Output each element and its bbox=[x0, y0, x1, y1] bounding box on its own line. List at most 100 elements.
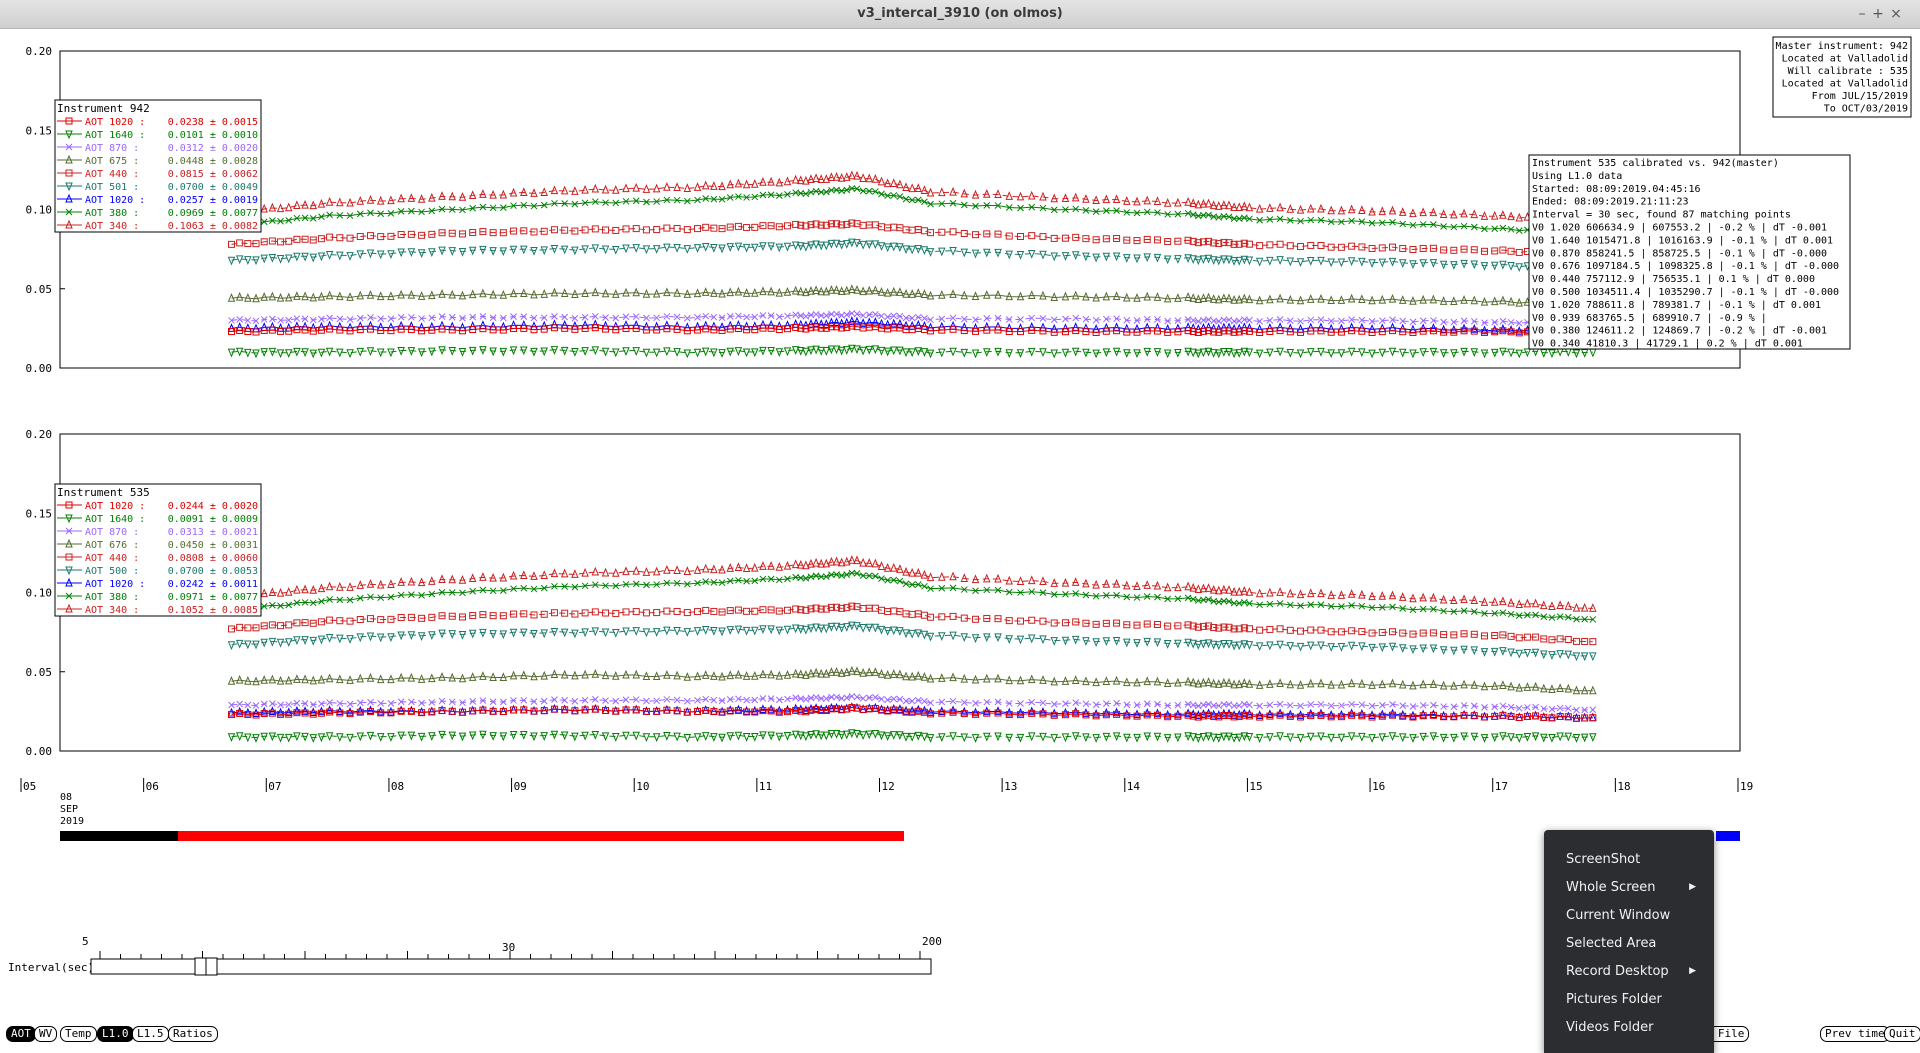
data-point bbox=[356, 594, 364, 602]
data-point bbox=[1337, 205, 1346, 215]
data-point bbox=[591, 705, 599, 713]
menu-item-record-desktop[interactable]: Record Desktop bbox=[1566, 964, 1669, 979]
data-point bbox=[960, 348, 969, 358]
data-point bbox=[530, 347, 538, 357]
maximize-icon[interactable]: + bbox=[1872, 6, 1884, 22]
data-point bbox=[448, 347, 457, 356]
data-point bbox=[718, 244, 726, 254]
date-month: SEP bbox=[60, 804, 78, 815]
data-point bbox=[865, 317, 873, 327]
data-point bbox=[960, 699, 968, 706]
data-point bbox=[1460, 222, 1468, 230]
menu-item-whole-screen[interactable]: Whole Screen bbox=[1566, 880, 1656, 895]
data-point bbox=[663, 696, 671, 703]
data-point bbox=[530, 671, 538, 681]
data-point bbox=[301, 700, 309, 707]
data-point bbox=[673, 243, 681, 253]
data-point bbox=[1133, 328, 1141, 336]
data-point bbox=[827, 323, 835, 331]
series-line bbox=[231, 605, 1593, 643]
data-point bbox=[848, 238, 856, 248]
data-point bbox=[802, 560, 810, 570]
data-point bbox=[994, 673, 1002, 683]
data-point bbox=[865, 730, 873, 740]
data-point bbox=[802, 606, 810, 614]
data-point bbox=[1153, 620, 1161, 628]
data-point bbox=[551, 696, 558, 703]
quit-button[interactable]: Quit bbox=[1884, 1026, 1920, 1042]
data-point bbox=[1572, 602, 1581, 612]
data-point bbox=[642, 733, 651, 743]
ratios-button[interactable]: Ratios bbox=[168, 1026, 218, 1042]
legend-value: 0.0242 ± 0.0011 bbox=[168, 579, 258, 590]
data-point bbox=[1409, 349, 1417, 359]
data-point bbox=[1450, 631, 1458, 639]
aot-button[interactable]: AOT bbox=[6, 1026, 36, 1042]
menu-item-videos-folder[interactable]: Videos Folder bbox=[1566, 1020, 1654, 1035]
master-info-line: From JUL/15/2019 bbox=[1812, 91, 1908, 102]
time-tick-label: 06 bbox=[146, 780, 159, 793]
data-point bbox=[859, 286, 867, 296]
data-point bbox=[865, 667, 873, 677]
data-point bbox=[489, 672, 497, 681]
window-titlebar[interactable]: v3_intercal_3910 (on olmos) – + × bbox=[0, 0, 1920, 29]
prev-time-button[interactable]: Prev time bbox=[1820, 1026, 1890, 1042]
data-point bbox=[325, 581, 334, 591]
data-point bbox=[317, 583, 326, 593]
data-point bbox=[235, 255, 244, 265]
screenshot-context-menu[interactable]: ScreenShot Whole Screen ▶ Current Window… bbox=[1544, 830, 1714, 1053]
minimize-icon[interactable]: – bbox=[1858, 6, 1866, 22]
data-point bbox=[499, 672, 508, 682]
data-point bbox=[1450, 680, 1458, 690]
l10-button[interactable]: L1.0 bbox=[97, 1026, 134, 1042]
data-point bbox=[1470, 608, 1478, 615]
interval-slider[interactable]: Interval(sec) 5 30 200 bbox=[8, 935, 942, 976]
data-point bbox=[1039, 732, 1047, 742]
data-point bbox=[479, 611, 487, 619]
data-point bbox=[356, 633, 365, 643]
data-point bbox=[1209, 640, 1218, 650]
data-point bbox=[1480, 597, 1489, 606]
slider-track[interactable] bbox=[90, 958, 932, 975]
data-point bbox=[260, 674, 268, 684]
data-point bbox=[701, 625, 710, 635]
data-point bbox=[812, 693, 820, 701]
data-point bbox=[1194, 734, 1203, 743]
data-point bbox=[1112, 578, 1121, 588]
data-point bbox=[1071, 251, 1080, 261]
data-point bbox=[509, 245, 518, 255]
data-point bbox=[817, 312, 825, 319]
close-icon[interactable]: × bbox=[1890, 6, 1902, 22]
temp-button[interactable]: Temp bbox=[60, 1026, 97, 1042]
data-point bbox=[1205, 711, 1213, 719]
menu-item-screenshot[interactable]: ScreenShot bbox=[1566, 852, 1641, 867]
l15-button[interactable]: L1.5 bbox=[132, 1026, 169, 1042]
data-point bbox=[908, 697, 916, 705]
data-point bbox=[1102, 711, 1110, 719]
data-point bbox=[1189, 712, 1197, 720]
data-point bbox=[479, 628, 487, 638]
data-point bbox=[817, 624, 825, 634]
data-point bbox=[743, 194, 750, 201]
data-point bbox=[833, 693, 840, 701]
data-point bbox=[859, 240, 867, 250]
data-point bbox=[983, 709, 991, 717]
data-point bbox=[1189, 622, 1197, 630]
data-point bbox=[530, 629, 538, 639]
data-point bbox=[397, 591, 405, 599]
data-point bbox=[468, 573, 477, 583]
wv-button[interactable]: WV bbox=[34, 1026, 58, 1042]
data-point bbox=[1215, 349, 1223, 359]
data-point bbox=[1450, 223, 1458, 231]
data-point bbox=[468, 289, 477, 299]
menu-item-current-window[interactable]: Current Window bbox=[1566, 908, 1671, 923]
data-point bbox=[1061, 252, 1070, 261]
data-point bbox=[775, 732, 784, 742]
data-point bbox=[759, 177, 767, 186]
menu-item-selected-area[interactable]: Selected Area bbox=[1566, 936, 1657, 951]
menu-item-pictures-folder[interactable]: Pictures Folder bbox=[1566, 992, 1662, 1007]
time-tick-label: 09 bbox=[514, 780, 527, 793]
data-point bbox=[1112, 732, 1121, 742]
data-point bbox=[853, 570, 861, 577]
data-point bbox=[994, 202, 1002, 209]
